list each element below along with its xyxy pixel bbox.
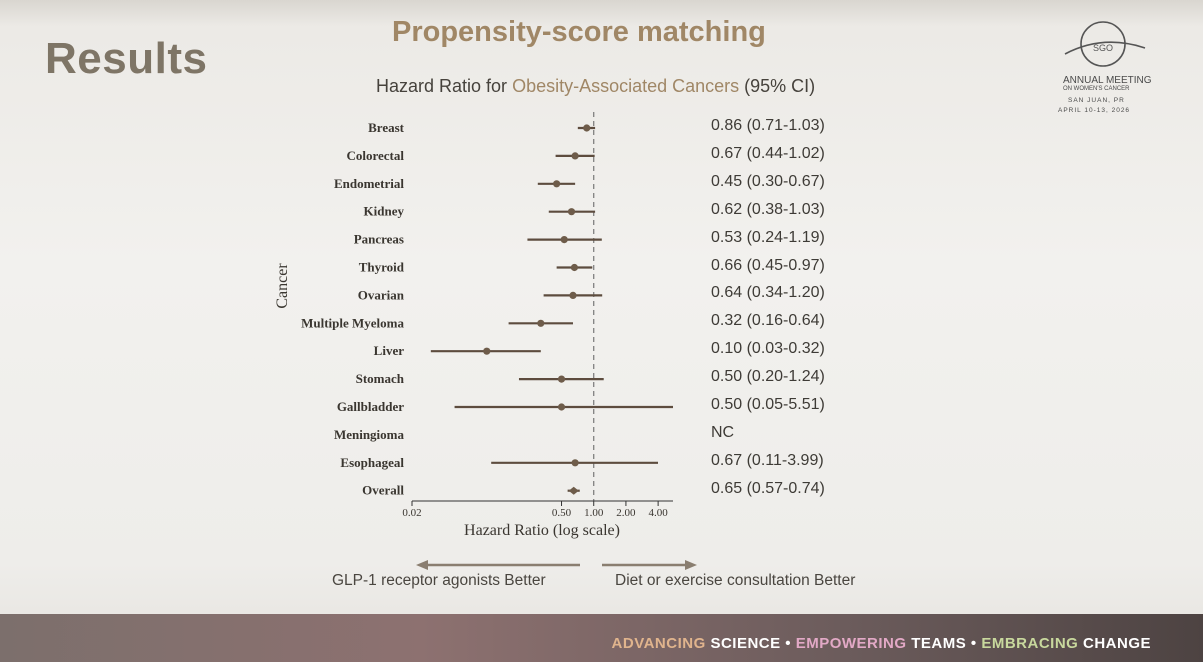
left-arrow-head (416, 560, 428, 570)
left-better-label: GLP-1 receptor agonists Better (332, 572, 546, 589)
ci-value: 0.10 (0.03-0.32) (711, 340, 825, 358)
ci-value: 0.67 (0.44-1.02) (711, 144, 825, 162)
logo-line1: ANNUAL MEETING (1063, 75, 1152, 86)
logo-line3: SAN JUAN, PR (1068, 97, 1125, 104)
ci-value: 0.86 (0.71-1.03) (711, 117, 825, 134)
x-tick-label: 0.02 (402, 507, 421, 519)
ci-value: 0.53 (0.24-1.19) (711, 228, 825, 246)
ci-value: 0.50 (0.20-1.24) (711, 368, 825, 386)
row-label: Liver (374, 343, 405, 358)
row-label: Kidney (364, 204, 405, 219)
chart-title-highlight: Obesity-Associated Cancers (512, 76, 740, 96)
sgo-logo-text: SGO (1093, 43, 1113, 53)
right-better-label: Diet or exercise consultation Better (615, 572, 856, 589)
row-label: Ovarian (358, 287, 405, 302)
point-estimate (571, 459, 579, 467)
section-title: Propensity-score matching (392, 16, 766, 48)
footer-tagline: ADVANCING SCIENCE • EMPOWERING TEAMS • E… (612, 635, 1151, 652)
point-estimate (557, 403, 566, 411)
x-tick-label: 2.00 (616, 507, 636, 519)
ci-value: 0.62 (0.38-1.03) (711, 200, 825, 218)
chart-title: Hazard Ratio for Obesity-Associated Canc… (376, 76, 815, 97)
sgo-logo-mark: SGO (1064, 21, 1146, 67)
row-label: Multiple Myeloma (301, 315, 404, 330)
ci-value: 0.65 (0.57-0.74) (711, 479, 825, 497)
logo-line4: APRIL 10-13, 2026 (1058, 107, 1131, 114)
footer-word-advancing: ADVANCING (611, 635, 706, 652)
x-axis-title: Hazard Ratio (log scale) (464, 522, 620, 539)
point-estimate (560, 236, 568, 244)
ci-value: 0.67 (0.11-3.99) (711, 451, 824, 469)
point-estimate (571, 152, 579, 160)
footer-word-change: CHANGE (1078, 635, 1151, 652)
x-tick-label: 1.00 (584, 507, 604, 519)
summary-diamond (568, 486, 579, 495)
point-estimate (570, 263, 579, 272)
footer-word-embracing: EMBRACING (981, 635, 1079, 652)
chart-title-suffix: (95% CI) (739, 76, 816, 96)
row-label: Meningioma (334, 427, 405, 442)
logo-line2: ON WOMEN'S CANCER (1063, 86, 1130, 92)
row-label: Breast (368, 120, 405, 135)
footer-word-teams: TEAMS • (906, 635, 982, 652)
sgo-logo: SGO ANNUAL MEETING ON WOMEN'S CANCER SAN… (1055, 14, 1155, 124)
x-tick-label: 4.00 (648, 507, 668, 519)
point-estimate (583, 124, 591, 132)
point-estimate (537, 319, 545, 327)
y-axis-title: Cancer (274, 263, 291, 309)
row-label: Esophageal (340, 455, 404, 470)
ci-value: NC (711, 423, 735, 441)
row-label: Pancreas (354, 232, 404, 247)
row-label: Gallbladder (337, 399, 404, 414)
footer-banner: ADVANCING SCIENCE • EMPOWERING TEAMS • E… (0, 614, 1203, 662)
slide-title: Results (45, 34, 208, 83)
footer-word-science: SCIENCE • (705, 635, 796, 652)
ci-value: 0.32 (0.16-0.64) (711, 312, 825, 330)
row-label: Stomach (356, 371, 405, 386)
point-estimate (569, 291, 577, 299)
row-label: Colorectal (346, 148, 404, 163)
point-estimate (567, 208, 576, 216)
point-estimate (557, 375, 566, 383)
point-estimate (483, 347, 491, 355)
ci-value: 0.50 (0.05-5.51) (711, 396, 825, 413)
row-label: Overall (362, 483, 404, 498)
row-label: Endometrial (334, 176, 404, 191)
ci-value: 0.45 (0.30-0.67) (711, 172, 825, 190)
point-estimate (553, 180, 561, 188)
chart-title-prefix: Hazard Ratio for (376, 76, 513, 96)
footer-word-empowering: EMPOWERING (795, 635, 907, 652)
right-arrow-head (685, 560, 697, 570)
row-label: Thyroid (359, 260, 405, 275)
x-tick-label: 0.50 (552, 507, 572, 519)
ci-value: 0.66 (0.45-0.97) (711, 256, 825, 274)
ci-value: 0.64 (0.34-1.20) (711, 284, 825, 302)
